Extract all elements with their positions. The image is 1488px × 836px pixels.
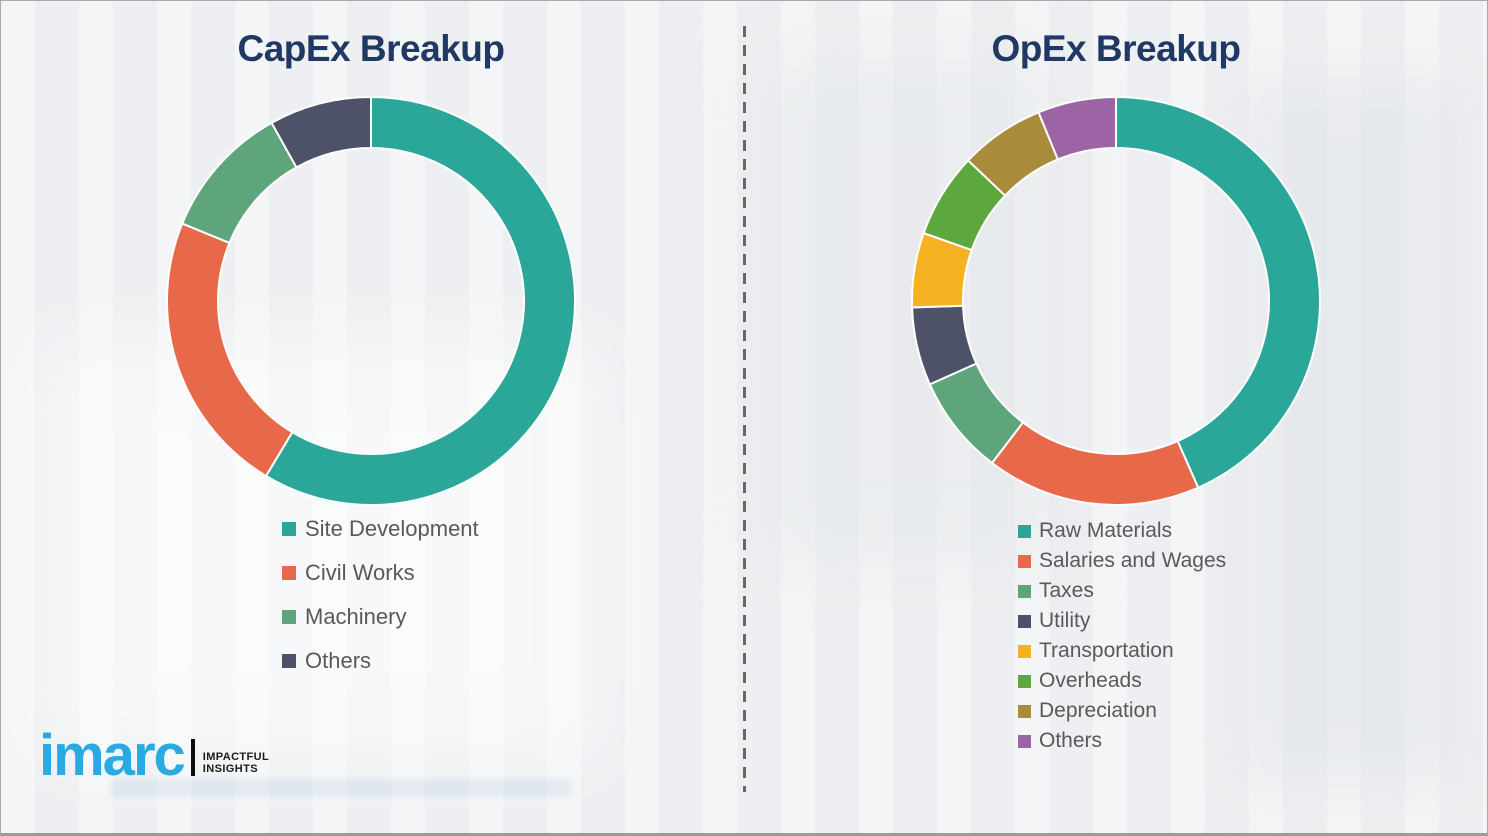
capex-slice-machinery (180, 121, 298, 245)
legend-item: Depreciation (1018, 696, 1226, 726)
legend-item: Others (1018, 726, 1226, 756)
legend-item: Utility (1018, 606, 1226, 636)
imarc-logo-wordmark: imarc (39, 723, 186, 788)
capex-slice-others (270, 95, 372, 169)
legend-color-swatch (1018, 524, 1031, 538)
legend-item: Site Development (282, 507, 479, 551)
legend-item-label: Transportation (1039, 639, 1174, 662)
legend-item-label: Taxes (1039, 579, 1094, 602)
logo-divider-bar (190, 739, 195, 777)
legend-item: Raw Materials (1018, 516, 1226, 546)
legend-color-swatch (282, 522, 296, 536)
legend-color-swatch (1018, 674, 1031, 688)
legend-item-label: Depreciation (1039, 699, 1157, 722)
legend-item-label: Salaries and Wages (1039, 549, 1227, 572)
legend-color-swatch (282, 566, 296, 580)
legend-item: Salaries and Wages (1018, 546, 1226, 576)
legend-item-label: Raw Materials (1039, 519, 1173, 542)
legend-color-swatch (1018, 734, 1031, 748)
legend-color-swatch (1018, 614, 1031, 628)
legend-color-swatch (1018, 644, 1031, 658)
legend-item: Civil Works (282, 551, 479, 595)
legend-item: Machinery (282, 595, 479, 639)
legend-color-swatch (1018, 584, 1031, 598)
legend-item: Transportation (1018, 636, 1226, 666)
vertical-dashed-divider (743, 26, 746, 792)
opex-slice-raw-materials (1115, 95, 1321, 490)
capex-chart-title: CapEx Breakup (237, 28, 506, 69)
legend-item-label: Others (1039, 729, 1103, 752)
imarc-logo: imarc IMPACTFUL INSIGHTS (39, 723, 269, 788)
opex-slice-salaries-and-wages (990, 421, 1200, 506)
legend-item-label: Site Development (305, 516, 479, 541)
legend-item-label: Civil Works (305, 560, 415, 585)
legend-color-swatch (282, 654, 296, 668)
logo-tagline-line1: IMPACTFUL (202, 751, 270, 764)
opex-slice-others (1037, 95, 1117, 161)
legend-item-label: Overheads (1039, 669, 1142, 692)
opex-legend: Raw Materials Salaries and Wages Taxes Util… (1018, 516, 1226, 756)
capex-slice-civil-works (166, 222, 294, 478)
capex-donut-chart (166, 95, 576, 506)
logo-tagline-line2: INSIGHTS (202, 763, 258, 776)
legend-item: Others (282, 639, 479, 683)
legend-item-label: Utility (1039, 609, 1091, 632)
logo-tagline: IMPACTFUL INSIGHTS (203, 751, 269, 775)
legend-color-swatch (282, 610, 296, 624)
opex-donut-chart (911, 95, 1321, 506)
capex-legend: Site Development Civil Works Machinery Othe… (282, 507, 479, 683)
opex-chart-title: OpEx Breakup (991, 28, 1241, 69)
legend-color-swatch (1018, 704, 1031, 718)
legend-item: Taxes (1018, 576, 1226, 606)
legend-item: Overheads (1018, 666, 1226, 696)
legend-item-label: Others (305, 648, 372, 673)
legend-color-swatch (1018, 554, 1031, 568)
legend-item-label: Machinery (305, 604, 407, 629)
capex-slice-site-development (264, 95, 576, 506)
